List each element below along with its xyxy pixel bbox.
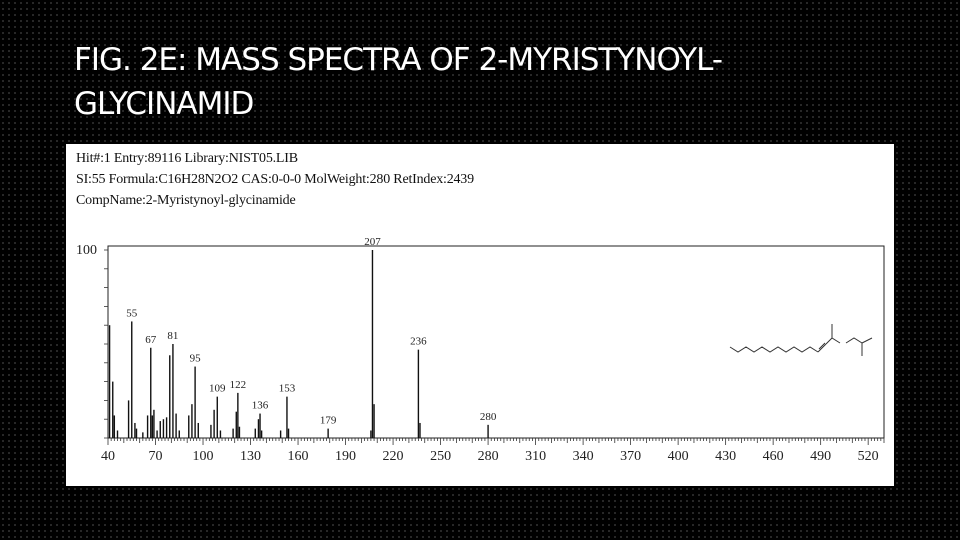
hit-info-line: Hit#:1 Entry:89116 Library:NIST05.LIB xyxy=(76,151,298,166)
spectrum-peaks xyxy=(108,250,489,438)
spectrum-figure: Hit#:1 Entry:89116 Library:NIST05.LIB SI… xyxy=(66,144,894,486)
peak-label: 207 xyxy=(364,236,381,248)
x-tick-label: 370 xyxy=(620,449,641,464)
peak-label: 95 xyxy=(190,353,202,365)
peak-labels: 55 67 81 95 109 122 136 153 179 207 236 280 xyxy=(126,236,497,427)
peak-label: 179 xyxy=(320,415,337,427)
x-tick-label: 340 xyxy=(573,449,594,464)
alkyl-chain xyxy=(729,346,819,353)
x-tick-label: 190 xyxy=(335,449,356,464)
y-axis: 100 xyxy=(76,243,108,439)
peak-label: 55 xyxy=(126,307,137,319)
plot-frame xyxy=(107,245,885,439)
peak-label: 280 xyxy=(480,411,497,423)
x-tick-label: 130 xyxy=(240,449,261,464)
x-tick-label: 430 xyxy=(715,449,736,464)
formula-info-line: SI:55 Formula:C16H28N2O2 CAS:0-0-0 MolWe… xyxy=(76,172,474,187)
peak-label: 122 xyxy=(230,379,247,391)
peak-label: 67 xyxy=(145,334,157,346)
peak-label: 81 xyxy=(167,330,178,342)
x-tick-label: 280 xyxy=(478,449,499,464)
x-tick-label: 160 xyxy=(288,449,309,464)
slide-title: FIG. 2E: MASS SPECTRA OF 2-MYRISTYNOYL- … xyxy=(74,38,894,126)
compound-name-line: CompName:2-Myristynoyl-glycinamide xyxy=(76,193,296,208)
y-axis-max-label: 100 xyxy=(76,243,97,258)
peak-label: 136 xyxy=(252,400,269,412)
triple-bond-segment xyxy=(818,342,826,350)
amide-nitrogen-bond xyxy=(861,337,873,344)
structure-diagram xyxy=(729,324,873,356)
x-tick-label: 100 xyxy=(193,449,214,464)
x-tick-label: 520 xyxy=(858,449,879,464)
peak-label: 109 xyxy=(209,383,226,395)
x-tick-label: 220 xyxy=(383,449,404,464)
x-tick-label: 460 xyxy=(763,449,784,464)
glycine-chain xyxy=(845,337,863,344)
slide-title-line-1: FIG. 2E: MASS SPECTRA OF 2-MYRISTYNOYL- xyxy=(74,42,723,78)
x-axis: 40 70 100 130 160 190 220 250 280 310 340 370 400 430… xyxy=(101,438,885,464)
x-tick-label: 70 xyxy=(149,449,163,464)
x-tick-label: 250 xyxy=(430,449,451,464)
peak-label: 236 xyxy=(410,336,427,348)
slide-title-line-2: GLYCINAMID xyxy=(74,86,254,122)
x-tick-label: 400 xyxy=(668,449,689,464)
x-tick-label: 490 xyxy=(810,449,831,464)
peak-label: 153 xyxy=(279,383,296,395)
triple-bond-segment xyxy=(817,343,827,353)
carbonyl-bond xyxy=(825,337,841,345)
mass-spectrum-chart: 100 40 70 100 130 160 190 220 250 280 310 340 370 40… xyxy=(76,236,885,464)
x-tick-label: 40 xyxy=(101,449,115,464)
x-tick-label: 310 xyxy=(525,449,546,464)
